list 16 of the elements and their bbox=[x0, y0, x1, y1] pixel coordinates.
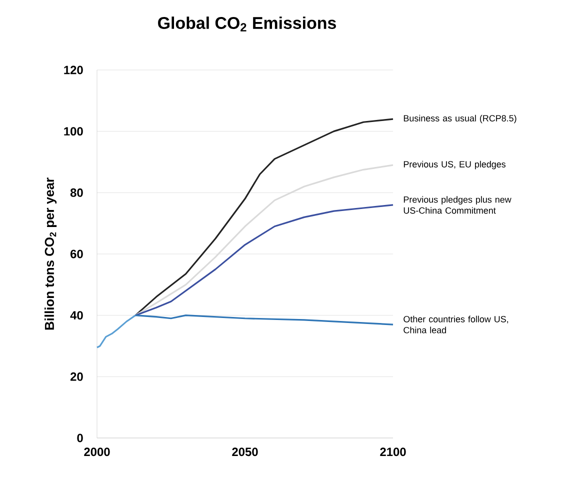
x-tick-label: 2000 bbox=[84, 448, 110, 456]
series-label: Previous pledges plus new US-China Commitment bbox=[404, 196, 512, 214]
y-axis-title: Billion tons CO$_{2}$ per year bbox=[44, 178, 57, 330]
y-tick-label: 60 bbox=[70, 250, 83, 258]
series-label: Business as usual (RCP8.5) bbox=[404, 114, 516, 124]
y-tick-label: 40 bbox=[70, 311, 83, 320]
x-tick-label: 2050 bbox=[232, 448, 258, 456]
y-tick-label: 120 bbox=[64, 66, 83, 74]
chart-title: Global CO$_{2}$ Emissions bbox=[158, 16, 336, 32]
series-label: Previous US, EU pledges bbox=[404, 160, 506, 170]
y-tick-label: 0 bbox=[77, 434, 83, 442]
y-tick-label: 20 bbox=[70, 372, 83, 381]
series-label: Other countries follow US, China lead bbox=[404, 316, 508, 334]
x-tick-label: 2100 bbox=[380, 448, 406, 456]
y-tick-label: 100 bbox=[64, 127, 83, 136]
y-tick-label: 80 bbox=[70, 188, 83, 197]
